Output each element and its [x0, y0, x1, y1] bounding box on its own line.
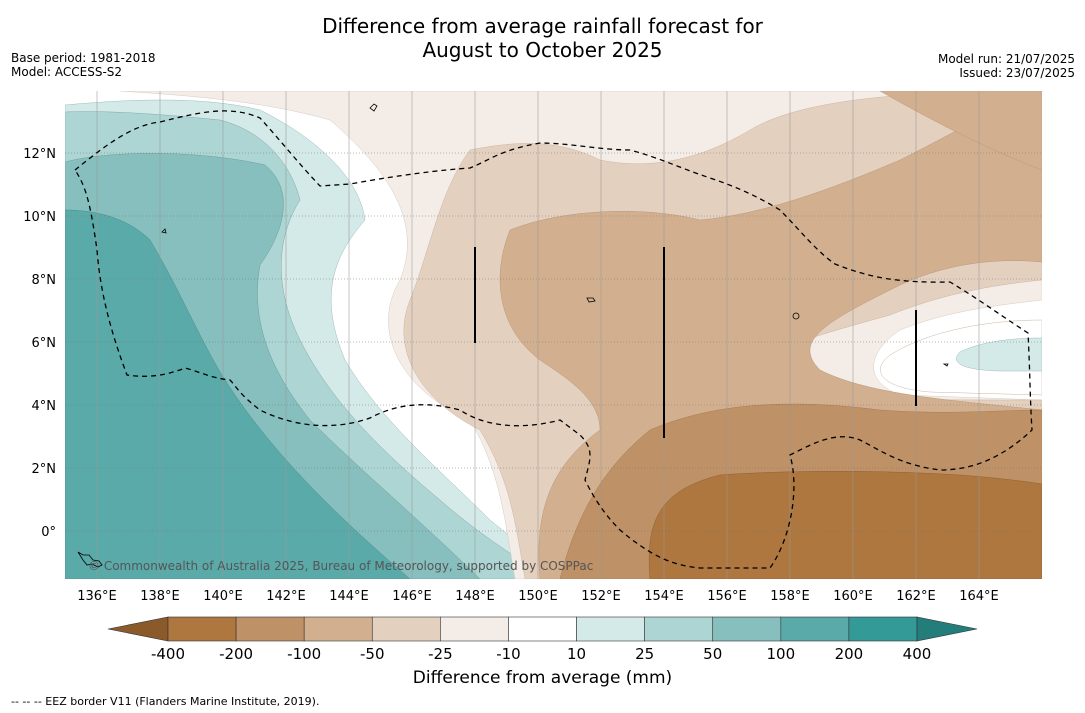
model-run: Model run: 21/07/2025: [937, 52, 1075, 66]
footer-eez-note: -- -- -- EEZ border V11 (Flanders Marine…: [11, 695, 320, 708]
colorbar-tick-label: -100: [287, 645, 321, 663]
colorbar-tick-label: -50: [360, 645, 385, 663]
lat-label-8n: 8°N: [32, 273, 57, 288]
islands: [77, 103, 949, 568]
map-title: Difference from average rainfall forecas…: [0, 14, 1085, 62]
lon-label-158e: 158°E: [770, 589, 810, 604]
colorbar-tick-label: -400: [151, 645, 185, 663]
colorbar-tick-label: 25: [635, 645, 654, 663]
title-line-1: Difference from average rainfall forecas…: [322, 14, 763, 38]
issued-date: Issued: 23/07/2025: [959, 66, 1075, 80]
colorbar-swatch: [235, 616, 305, 642]
lon-label-138e: 138°E: [140, 589, 180, 604]
colorbar-arrow-high: [916, 616, 978, 642]
meta-right: Model run: 21/07/2025 Issued: 23/07/2025: [938, 52, 1075, 80]
base-period: Base period: 1981-2018: [11, 51, 156, 65]
colorbar-tick-label: 50: [703, 645, 722, 663]
colorbar-swatch: [167, 616, 237, 642]
colorbar: -400 -200 -100 -50 -25 -10 10 25 50 100 200 400: [107, 616, 978, 663]
lon-label-140e: 140°E: [203, 589, 243, 604]
lon-label-148e: 148°E: [455, 589, 495, 604]
colorbar-swatch: [440, 616, 509, 642]
model-name: Model: ACCESS-S2: [11, 65, 123, 79]
gridlines: [65, 152, 1042, 532]
lon-label-152e: 152°E: [581, 589, 621, 604]
lon-label-154e: 154°E: [644, 589, 684, 604]
colorbar-swatch: [303, 616, 373, 642]
lat-label-12n: 12°N: [23, 147, 56, 162]
lon-label-144e: 144°E: [329, 589, 369, 604]
contour-wet-100: [65, 209, 411, 579]
colorbar-swatch: [712, 616, 782, 642]
colorbar-swatch: [644, 616, 714, 642]
colorbar-tick-label: -200: [219, 645, 253, 663]
lat-label-2n: 2°N: [32, 462, 57, 477]
lon-label-146e: 146°E: [392, 589, 432, 604]
colorbar-swatch: [780, 616, 850, 642]
colorbar-swatch: [371, 616, 441, 642]
lon-label-164e: 164°E: [959, 589, 999, 604]
colorbar-title: Difference from average (mm): [412, 668, 673, 688]
marker-lines: [474, 247, 917, 438]
colorbar-swatch: [508, 616, 577, 642]
colorbar-arrow-low: [107, 616, 169, 642]
colorbar-tick-label: 400: [903, 645, 932, 663]
contour-dry-200: [648, 471, 1042, 579]
latitude-labels: 12°N 10°N 8°N 6°N 4°N 2°N 0°: [23, 147, 56, 540]
colorbar-tick-label: 100: [766, 645, 795, 663]
lon-label-162e: 162°E: [896, 589, 936, 604]
colorbar-tick-label: -10: [496, 645, 521, 663]
colorbar-swatch: [576, 616, 645, 642]
lat-label-10n: 10°N: [23, 210, 56, 225]
colorbar-swatch: [848, 616, 918, 642]
lon-label-156e: 156°E: [707, 589, 747, 604]
contour-wet-pocket-east-10: [956, 337, 1042, 372]
lon-label-150e: 150°E: [518, 589, 558, 604]
rainfall-field: © Commonwealth of Australia 2025, Bureau…: [65, 91, 1042, 579]
lon-label-142e: 142°E: [266, 589, 306, 604]
colorbar-tick-label: 10: [567, 645, 586, 663]
longitude-labels: 136°E 138°E 140°E 142°E 144°E 146°E 148°…: [77, 589, 999, 604]
colorbar-tick-label: 200: [835, 645, 864, 663]
lon-label-136e: 136°E: [77, 589, 117, 604]
lat-label-0: 0°: [41, 525, 56, 540]
colorbar-tick-label: -25: [428, 645, 453, 663]
contour-dry-200-ne: [879, 91, 1042, 171]
lat-label-4n: 4°N: [32, 399, 57, 414]
copyright-text: © Commonwealth of Australia 2025, Bureau…: [88, 559, 593, 573]
lat-label-6n: 6°N: [32, 336, 57, 351]
meta-left: Base period: 1981-2018 Model: ACCESS-S2: [11, 51, 156, 79]
lon-label-160e: 160°E: [833, 589, 873, 604]
eez-border: [74, 110, 1033, 569]
title-line-2: August to October 2025: [422, 38, 663, 62]
